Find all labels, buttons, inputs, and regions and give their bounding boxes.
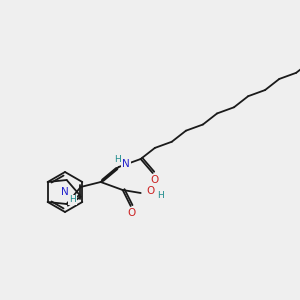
Text: O: O <box>147 186 155 196</box>
Text: N: N <box>122 159 130 169</box>
Text: H: H <box>114 155 121 164</box>
Text: O: O <box>128 208 136 218</box>
Text: O: O <box>151 175 159 185</box>
Text: N: N <box>61 187 69 197</box>
Text: H: H <box>69 196 76 205</box>
Text: H: H <box>157 191 164 200</box>
